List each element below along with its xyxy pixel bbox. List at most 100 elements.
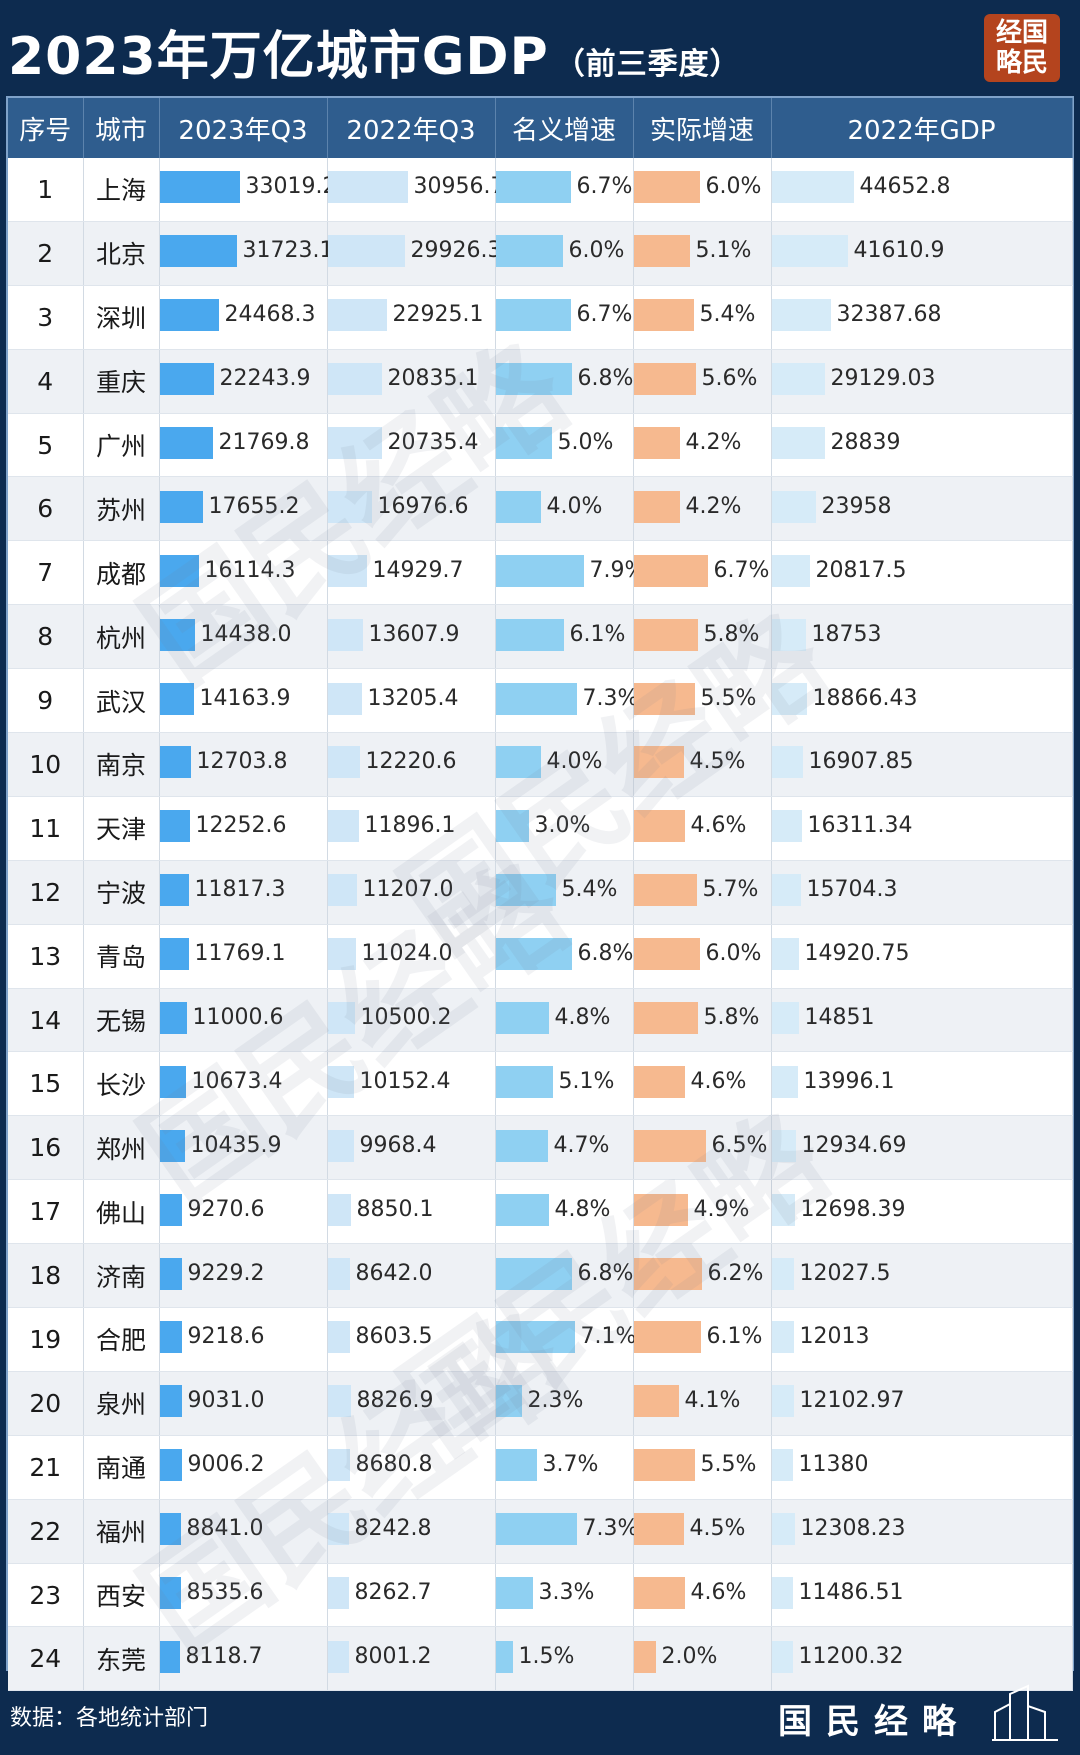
real-bar <box>633 938 700 971</box>
q3-2022-bar <box>327 1065 354 1098</box>
q3-2023-value: 11769.1 <box>194 941 286 967</box>
nominal-bar <box>495 1385 522 1418</box>
q3-2022-bar <box>327 1129 354 1162</box>
q3-2023-value: 33019.2 <box>245 174 337 200</box>
rank-cell: 4 <box>8 349 84 414</box>
gdp-2022-bar <box>771 1640 793 1673</box>
nominal-bar <box>495 1257 572 1290</box>
q3-2022-cell: 8262.7 <box>327 1563 496 1628</box>
table-row: 9 武汉 14163.9 13205.4 7.3% 5.5% 18866.43 <box>8 668 1073 734</box>
rank-cell: 24 <box>8 1626 84 1692</box>
table-row: 14 无锡 11000.6 10500.2 4.8% 5.8% 14851 <box>8 988 1073 1053</box>
q3-2023-value: 9229.2 <box>187 1260 265 1286</box>
gdp-2022-bar <box>771 554 810 587</box>
gdp-2022-cell: 13996.1 <box>771 1051 1073 1117</box>
q3-2022-bar <box>327 1513 349 1546</box>
q3-2022-value: 11896.1 <box>364 813 456 839</box>
q3-2023-value: 22243.9 <box>219 366 311 392</box>
q3-2023-bar <box>159 1193 182 1226</box>
nominal-cell: 7.3% <box>495 1499 638 1564</box>
nominal-bar <box>495 1193 549 1226</box>
q3-2023-cell: 17655.2 <box>159 476 328 542</box>
nominal-bar <box>495 1577 533 1610</box>
q3-2023-cell: 24468.3 <box>159 285 328 350</box>
gdp-2022-value: 44652.8 <box>859 174 951 200</box>
gdp-table: 序号 城市 2023年Q3 2022年Q3 名义增速 实际增速 2022年GDP 1 上海 33… <box>6 96 1074 1692</box>
q3-2023-bar <box>159 427 213 459</box>
gdp-2022-cell: 11486.51 <box>771 1563 1073 1628</box>
gdp-2022-cell: 18753 <box>771 604 1073 670</box>
real-value: 5.8% <box>703 1005 760 1031</box>
q3-2022-value: 13205.4 <box>367 685 459 711</box>
rank-cell: 19 <box>8 1307 84 1372</box>
gdp-2022-cell: 14851 <box>771 988 1073 1053</box>
q3-2023-bar <box>159 1002 187 1035</box>
q3-2023-bar <box>159 1640 180 1673</box>
real-bar <box>633 874 697 907</box>
q3-2023-bar <box>159 235 237 268</box>
real-cell: 4.2% <box>633 476 772 542</box>
q3-2022-bar <box>327 1002 355 1035</box>
city-cell: 苏州 <box>83 476 160 542</box>
q3-2023-cell: 12252.6 <box>159 796 328 861</box>
gdp-2022-bar <box>771 1449 793 1482</box>
q3-2023-bar <box>159 171 240 204</box>
real-cell: 4.6% <box>633 796 772 861</box>
nominal-cell: 3.7% <box>495 1435 634 1500</box>
table-row: 23 西安 8535.6 8262.7 3.3% 4.6% 11486.51 <box>8 1563 1073 1628</box>
table-row: 7 成都 16114.3 14929.7 7.9% 6.7% 20817.5 <box>8 540 1073 606</box>
gdp-2022-bar <box>771 874 801 907</box>
q3-2023-cell: 14163.9 <box>159 668 328 734</box>
gdp-2022-value: 16907.85 <box>808 749 914 775</box>
q3-2023-bar <box>159 874 189 907</box>
q3-2022-value: 20735.4 <box>387 430 479 455</box>
table-row: 10 南京 12703.8 12220.6 4.0% 4.5% 16907.85 <box>8 732 1073 797</box>
rank-cell: 7 <box>8 540 84 606</box>
q3-2022-value: 8680.8 <box>355 1452 433 1478</box>
city-cell: 宁波 <box>83 860 160 925</box>
q3-2023-cell: 14438.0 <box>159 604 328 670</box>
nominal-cell: 1.5% <box>495 1626 634 1692</box>
gdp-2022-cell: 12934.69 <box>771 1115 1073 1181</box>
table-row: 20 泉州 9031.0 8826.9 2.3% 4.1% 12102.97 <box>8 1371 1073 1436</box>
q3-2023-value: 10435.9 <box>190 1132 282 1158</box>
real-cell: 4.6% <box>633 1051 772 1117</box>
q3-2022-cell: 20835.1 <box>327 349 496 414</box>
gdp-2022-cell: 41610.9 <box>771 221 1073 286</box>
q3-2022-value: 8850.1 <box>356 1196 434 1222</box>
real-value: 6.5% <box>711 1132 768 1158</box>
nominal-bar <box>495 235 563 268</box>
q3-2022-bar <box>327 1385 351 1418</box>
table-row: 15 长沙 10673.4 10152.4 5.1% 4.6% 13996.1 <box>8 1051 1073 1117</box>
q3-2023-cell: 9229.2 <box>159 1243 328 1309</box>
gdp-2022-value: 18866.43 <box>812 685 918 711</box>
gdp-2022-bar <box>771 171 854 204</box>
q3-2023-bar <box>159 1321 182 1354</box>
real-bar <box>633 171 700 204</box>
gdp-2022-bar <box>771 810 802 843</box>
nominal-value: 4.8% <box>554 1005 611 1031</box>
nominal-cell: 4.8% <box>495 1179 634 1245</box>
q3-2022-bar <box>327 1640 349 1673</box>
real-bar <box>633 618 698 651</box>
nominal-bar <box>495 746 541 779</box>
rank-cell: 21 <box>8 1435 84 1500</box>
q3-2022-bar <box>327 363 382 396</box>
city-cell: 武汉 <box>83 668 160 734</box>
q3-2022-value: 10500.2 <box>360 1005 452 1031</box>
nominal-bar <box>495 299 571 332</box>
brand-logo: 经国略民 <box>984 14 1060 82</box>
gdp-2022-cell: 12308.23 <box>771 1499 1073 1564</box>
q3-2022-cell: 13205.4 <box>327 668 496 734</box>
real-cell: 5.8% <box>633 604 772 670</box>
rank-cell: 1 <box>8 158 84 222</box>
q3-2023-cell: 9270.6 <box>159 1179 328 1245</box>
column-header-city: 城市 <box>83 98 160 158</box>
real-bar <box>633 1193 688 1226</box>
real-bar <box>633 1065 685 1098</box>
table-row: 6 苏州 17655.2 16976.6 4.0% 4.2% 23958 <box>8 476 1073 542</box>
table-row: 1 上海 33019.2 30956.7 6.7% 6.0% 44652.8 <box>8 158 1073 222</box>
page-subtitle: （前三季度） <box>554 47 741 82</box>
gdp-2022-bar <box>771 1065 798 1098</box>
q3-2023-bar <box>159 810 190 843</box>
